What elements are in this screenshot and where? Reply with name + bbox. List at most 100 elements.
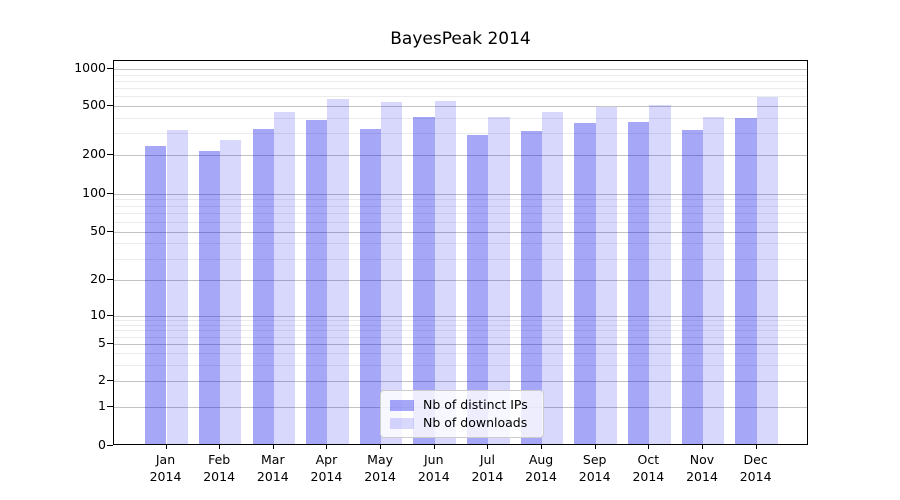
bar-distinct-ips-may — [359, 128, 382, 444]
x-tick-mark — [380, 445, 382, 449]
y-tick-label: 200 — [82, 146, 106, 161]
y-gridline-major — [114, 231, 807, 233]
x-tick-mark — [326, 445, 328, 449]
y-gridline-minor — [114, 330, 807, 332]
x-tick-label-jan: Jan 2014 — [149, 452, 182, 484]
bar-distinct-ips-dec — [735, 118, 757, 444]
y-tick-mark — [107, 68, 113, 69]
y-tick-mark — [107, 380, 113, 381]
y-gridline-major — [114, 106, 807, 107]
y-gridline-minor — [114, 199, 807, 201]
y-gridline-minor — [114, 117, 807, 119]
y-tick-label: 500 — [82, 97, 106, 112]
y-gridline-minor — [114, 243, 807, 245]
y-tick-mark — [107, 154, 113, 155]
y-gridline-minor — [114, 353, 807, 354]
bar-distinct-ips-nov — [681, 129, 703, 444]
bar-downloads-jun — [434, 100, 457, 444]
y-tick-label: 100 — [82, 184, 106, 200]
y-gridline-minor — [114, 96, 807, 98]
x-tick-label-nov: Nov 2014 — [686, 452, 718, 484]
y-gridline-minor — [114, 88, 807, 90]
bar-distinct-ips-jan — [145, 146, 167, 444]
y-gridline-major — [114, 344, 807, 345]
x-tick-label-jun: Jun 2014 — [417, 452, 450, 484]
bar-distinct-ips-feb — [198, 150, 221, 444]
x-tick-label-may: May 2014 — [364, 452, 396, 484]
bar-distinct-ips-apr — [306, 119, 328, 444]
x-tick-mark — [594, 445, 596, 449]
y-tick-label: 5 — [98, 335, 106, 350]
x-tick-mark — [433, 445, 435, 449]
y-gridline-minor — [114, 324, 807, 326]
bar-downloads-aug — [542, 111, 564, 444]
x-tick-label-sep: Sep 2014 — [578, 452, 611, 484]
plot-area — [113, 60, 808, 445]
bar-downloads-feb — [220, 139, 242, 444]
x-tick-label-mar: Mar 2014 — [256, 452, 289, 484]
y-tick-label: 20 — [90, 271, 106, 286]
y-gridline-minor — [114, 80, 807, 82]
bar-distinct-ips-oct — [628, 122, 650, 444]
bar-distinct-ips-aug — [520, 131, 543, 444]
legend-label-downloads: Nb of downloads — [423, 415, 528, 430]
x-tick-label-jul: Jul 2014 — [471, 452, 504, 484]
y-tick-label: 0 — [98, 437, 106, 452]
bar-downloads-oct — [649, 104, 671, 444]
legend-row-downloads: Nb of downloads — [390, 414, 534, 432]
y-tick-mark — [107, 230, 113, 232]
y-gridline-major — [114, 315, 807, 317]
x-tick-label-aug: Aug 2014 — [525, 452, 557, 484]
x-tick-label-dec: Dec 2014 — [739, 452, 772, 484]
x-tick-mark — [487, 445, 489, 449]
y-tick-mark — [107, 314, 113, 316]
x-tick-label-apr: Apr 2014 — [310, 452, 343, 484]
y-tick-mark — [107, 279, 113, 280]
bar-downloads-apr — [327, 98, 349, 444]
y-gridline-major — [114, 193, 807, 195]
y-tick-label: 10 — [90, 306, 106, 322]
legend: Nb of distinct IPs Nb of downloads — [380, 390, 544, 438]
y-tick-label: 2 — [98, 372, 106, 387]
y-gridline-minor — [114, 213, 807, 215]
legend-swatch-distinct-ips-icon — [390, 399, 414, 411]
x-tick-mark — [219, 445, 221, 449]
x-tick-mark — [702, 445, 703, 449]
x-tick-mark — [755, 445, 757, 449]
y-gridline-minor — [114, 258, 807, 260]
bar-distinct-ips-sep — [574, 123, 596, 444]
legend-swatch-downloads-icon — [390, 417, 414, 429]
y-gridline-major — [114, 381, 807, 382]
y-gridline-minor — [114, 364, 807, 366]
bar-downloads-dec — [756, 97, 778, 444]
bar-downloads-may — [381, 101, 403, 444]
y-tick-mark — [107, 192, 113, 194]
legend-label-distinct-ips: Nb of distinct IPs — [423, 397, 528, 412]
x-tick-mark — [541, 445, 543, 449]
bar-downloads-sep — [595, 106, 617, 444]
x-tick-label-feb: Feb 2014 — [203, 452, 236, 484]
y-gridline-minor — [114, 74, 807, 76]
x-tick-label-oct: Oct 2014 — [632, 452, 665, 484]
y-gridline-major — [114, 155, 807, 156]
bar-distinct-ips-jun — [413, 116, 435, 444]
bar-downloads-jan — [166, 129, 188, 444]
legend-row-distinct-ips: Nb of distinct IPs — [390, 396, 534, 414]
y-gridline-minor — [114, 133, 807, 135]
y-tick-label: 1000 — [74, 60, 106, 75]
y-tick-mark — [107, 105, 113, 106]
y-gridline-major — [114, 69, 807, 70]
y-tick-mark — [107, 406, 113, 407]
x-tick-mark — [648, 445, 650, 449]
y-gridline-minor — [114, 205, 807, 207]
bar-downloads-mar — [273, 112, 296, 444]
y-gridline-minor — [114, 319, 807, 321]
bar-distinct-ips-mar — [252, 128, 274, 444]
bar-distinct-ips-jul — [467, 135, 489, 444]
y-tick-mark — [107, 445, 113, 446]
y-tick-label: 1 — [98, 398, 106, 413]
bar-downloads-jul — [488, 117, 510, 444]
y-gridline-minor — [114, 221, 807, 223]
y-tick-label: 50 — [90, 222, 106, 238]
